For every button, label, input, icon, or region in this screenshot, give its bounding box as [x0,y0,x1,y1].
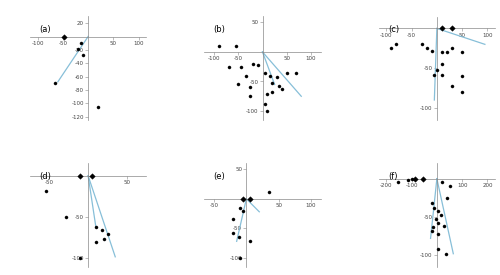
Text: (a): (a) [40,25,51,34]
Text: (b): (b) [214,25,226,34]
Text: (c): (c) [388,25,399,34]
Text: (f): (f) [388,172,398,181]
Text: (e): (e) [214,172,226,181]
Text: (d): (d) [40,172,51,181]
